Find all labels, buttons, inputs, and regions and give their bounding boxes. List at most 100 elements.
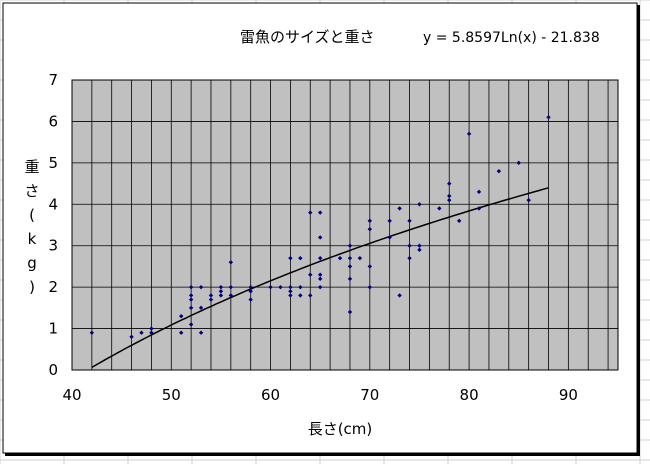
plot-area — [71, 79, 619, 371]
data-point — [476, 189, 482, 195]
data-point — [188, 293, 194, 298]
data-point — [367, 264, 373, 269]
data-point — [347, 309, 353, 315]
data-point — [179, 313, 184, 319]
data-point — [447, 193, 452, 199]
x-tick-label: 50 — [162, 386, 181, 404]
gridlines — [72, 80, 618, 370]
data-point — [149, 326, 154, 331]
data-point — [248, 284, 253, 290]
data-point — [198, 284, 204, 290]
data-point — [387, 235, 392, 240]
data-point — [546, 115, 551, 120]
trendline-equation: y = 5.8597Ln(x) - 21.838 — [423, 30, 600, 46]
data-point — [208, 293, 214, 298]
data-point — [198, 330, 204, 335]
data-point — [298, 255, 303, 261]
x-tick-label: 40 — [62, 386, 81, 404]
data-point — [218, 289, 224, 294]
data-point — [526, 197, 531, 203]
data-point — [387, 218, 392, 224]
data-point — [317, 284, 323, 290]
data-point — [298, 284, 303, 290]
x-tick-label: 80 — [460, 386, 479, 404]
y-tick-label: 5 — [48, 154, 58, 172]
data-point — [188, 322, 194, 327]
y-tick-label: 6 — [48, 112, 58, 130]
data-point — [308, 293, 313, 298]
data-point — [288, 255, 293, 261]
data-point — [308, 210, 313, 215]
data-point — [397, 206, 402, 211]
data-point — [397, 293, 402, 298]
x-tick-label: 90 — [559, 386, 578, 404]
data-point — [308, 272, 313, 277]
data-point — [268, 284, 273, 290]
data-point — [367, 218, 373, 224]
data-point — [218, 293, 224, 298]
data-point — [407, 243, 412, 248]
data-point — [248, 289, 253, 294]
y-label-char: k — [28, 230, 37, 248]
data-point — [298, 293, 303, 298]
data-point — [347, 255, 353, 261]
data-point — [317, 255, 323, 261]
x-axis-ticks: 40 50 60 70 80 90 — [62, 386, 577, 404]
data-point — [417, 243, 422, 248]
data-point — [456, 218, 462, 224]
y-tick-label: 3 — [48, 237, 58, 255]
chart-shadow-right — [637, 5, 640, 455]
y-axis-label: 重さ ( kg) — [24, 158, 39, 296]
data-point — [228, 293, 234, 298]
y-label-char: 重 — [24, 158, 39, 176]
x-tick-label: 60 — [261, 386, 280, 404]
data-point — [248, 297, 253, 302]
data-point — [317, 235, 323, 240]
data-point — [466, 131, 472, 137]
data-point — [367, 284, 373, 290]
data-point — [437, 206, 442, 211]
data-point — [129, 334, 134, 340]
data-point — [208, 297, 214, 302]
y-label-char: ( — [29, 206, 35, 224]
data-point — [337, 255, 343, 261]
data-point — [278, 284, 283, 290]
data-point — [228, 284, 234, 290]
data-point — [367, 226, 373, 232]
data-point — [516, 160, 521, 166]
y-tick-label: 1 — [48, 320, 58, 338]
data-point — [347, 264, 353, 269]
y-label-char: ) — [29, 278, 35, 296]
data-point — [139, 330, 144, 335]
trendline — [91, 187, 549, 369]
y-tick-label: 4 — [48, 195, 58, 213]
data-point — [407, 255, 412, 261]
data-point — [447, 181, 452, 186]
data-points — [89, 115, 551, 340]
data-point — [417, 247, 422, 253]
data-point — [447, 197, 452, 203]
data-point — [288, 293, 293, 298]
y-label-char: g — [27, 254, 37, 272]
y-tick-label: 0 — [48, 361, 58, 379]
data-point — [188, 297, 194, 302]
data-point — [218, 284, 224, 290]
data-point — [188, 305, 194, 311]
data-point — [188, 284, 194, 290]
data-point — [317, 276, 323, 282]
data-point — [347, 276, 353, 282]
x-axis-label: 長さ(cm) — [308, 420, 373, 438]
data-point — [228, 260, 234, 265]
y-tick-label: 2 — [48, 278, 58, 296]
y-label-char: さ — [24, 182, 39, 200]
data-point — [149, 330, 154, 335]
data-point — [347, 243, 353, 248]
x-tick-label: 70 — [360, 386, 379, 404]
chart-title: 雷魚のサイズと重さ — [240, 28, 375, 46]
data-point — [288, 289, 293, 294]
data-point — [288, 284, 293, 290]
data-point — [496, 168, 502, 174]
data-point — [417, 202, 422, 207]
